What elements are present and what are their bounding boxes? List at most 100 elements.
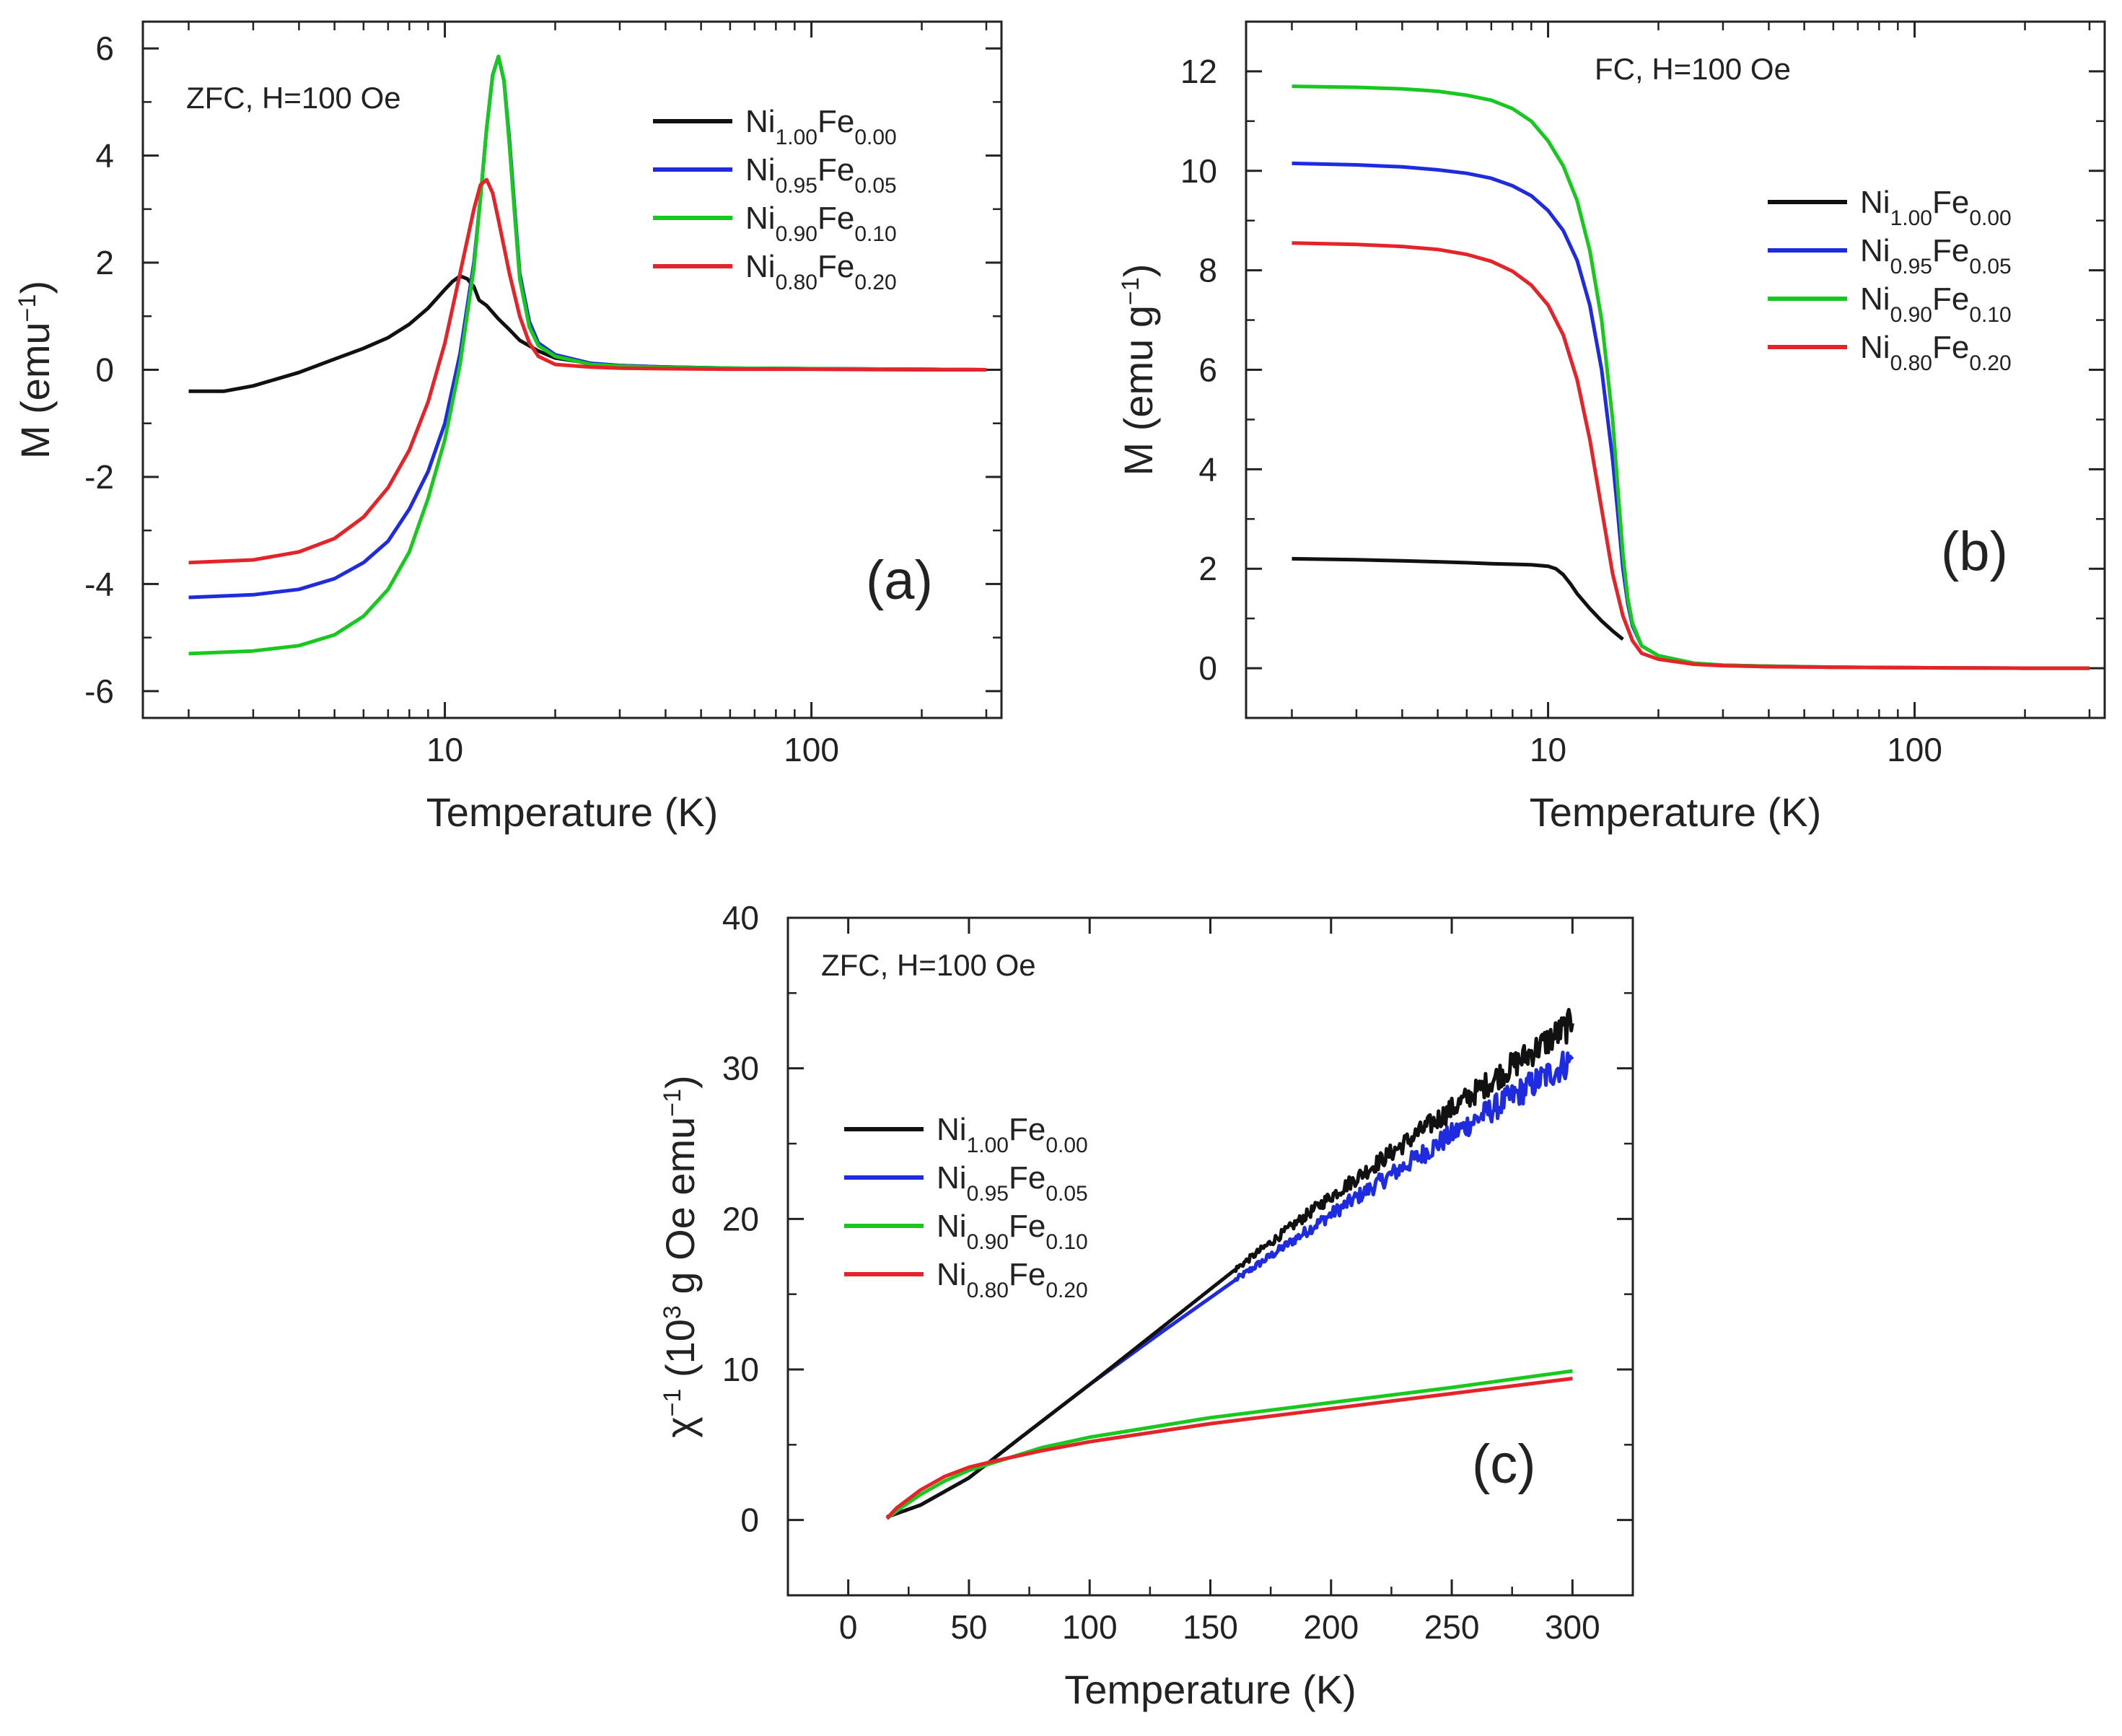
legend-sub-ni: 1.00 [776,126,817,149]
annotation-text: ZFC, H=100 Oe [821,948,1036,982]
legend-element-ni: Ni [937,1257,967,1292]
y-label-close: ) [12,281,58,294]
y-tick-label: 2 [95,244,114,281]
y-label-sup: −1 [1117,277,1144,305]
legend-entry: Ni1.00Fe0.00 [937,1112,1088,1157]
x-tick-label: 100 [1062,1608,1118,1646]
legend-sub-ni: 0.80 [1890,351,1932,375]
legend-element-ni: Ni [937,1160,967,1196]
y-tick-label: 12 [1180,53,1217,90]
legend-sub-ni: 0.95 [1890,255,1932,279]
y-tick-label: 4 [1198,450,1217,488]
y-tick-label: 8 [1198,252,1217,289]
y-label-sup: −1 [14,294,41,323]
x-tick-label: 10 [1530,731,1566,768]
annotation-text: FC, H=100 Oe [1595,52,1791,86]
y-tick-label: -2 [84,458,114,496]
legend-entry: Ni1.00Fe0.00 [745,104,897,149]
y-label-main: M (emu g [1115,305,1161,476]
y-axis-label: χ−1 (103 g Oe emu−1) [657,1075,703,1437]
legend-element-ni: Ni [745,152,776,188]
y-label-mid: g Oe emu [657,1117,703,1305]
legend-element-fe: Fe [1932,185,1969,220]
x-axis-label: Temperature (K) [426,789,719,835]
legend-element-ni: Ni [1860,185,1890,220]
legend-element-fe: Fe [817,104,854,139]
y-tick-label: 20 [722,1200,759,1237]
legend: Ni1.00Fe0.00Ni0.95Fe0.05Ni0.90Fe0.10Ni0.… [653,104,897,294]
legend-element-ni: Ni [1860,281,1890,317]
panel-label: (b) [1941,521,2008,582]
legend-element-ni: Ni [937,1112,967,1147]
legend-sub-fe: 0.00 [1045,1134,1087,1157]
x-tick-label: 100 [784,731,839,768]
panel-a-chart: 10 100 6 4 2 0 -2 -4 -6 Temperature (K) M (emu−1) Z… [12,20,1003,835]
legend-sub-fe: 0.05 [854,174,896,198]
y-tick-label: 10 [1180,152,1217,190]
legend-sub-ni: 0.90 [967,1230,1009,1254]
legend-entry: Ni0.80Fe0.20 [745,249,897,294]
x-axis-label: Temperature (K) [1064,1667,1356,1712]
x-tick-label: 200 [1303,1608,1359,1646]
legend-sub-ni: 1.00 [1890,206,1932,230]
legend-element-ni: Ni [745,201,776,236]
y-label-sup: −1 [659,1089,686,1117]
legend-element-fe: Fe [1009,1257,1045,1292]
legend-sub-ni: 0.95 [776,174,817,198]
y-tick-label: 0 [1198,649,1217,687]
legend-sub-ni: 0.90 [1890,303,1932,327]
legend-sub-ni: 0.80 [776,271,817,294]
legend-entry: Ni0.80Fe0.20 [1860,330,2012,375]
legend-entry: Ni0.95Fe0.05 [937,1160,1088,1206]
legend-sub-ni: 0.95 [967,1182,1009,1206]
y-tick-label: 30 [722,1050,759,1087]
series-line-1.00 [1292,556,1624,641]
legend-entry: Ni0.90Fe0.10 [745,201,897,246]
y-label-close: ) [1115,264,1161,278]
legend-entry: Ni0.95Fe0.05 [745,152,897,198]
legend-sub-fe: 0.10 [854,222,896,246]
legend: Ni1.00Fe0.00Ni0.95Fe0.05Ni0.90Fe0.10Ni0.… [844,1112,1088,1302]
y-tick-label: 0 [95,351,114,389]
legend-element-fe: Fe [1932,281,1969,317]
legend-entry: Ni0.90Fe0.10 [1860,281,2012,327]
y-tick-label: 6 [1198,351,1217,389]
legend-sub-ni: 0.90 [776,222,817,246]
legend-entry: Ni0.90Fe0.10 [937,1209,1088,1254]
panel-label: (c) [1472,1434,1536,1495]
series-line-1.00 [886,1007,1574,1519]
y-axis-label: M (emu g−1) [1115,264,1161,476]
legend: Ni1.00Fe0.00Ni0.95Fe0.05Ni0.90Fe0.10Ni0.… [1768,185,2012,375]
x-tick-label: 100 [1887,731,1942,768]
legend-sub-fe: 0.20 [1969,351,2011,375]
legend-element-ni: Ni [937,1209,967,1244]
legend-element-ni: Ni [745,249,776,284]
legend-sub-ni: 1.00 [967,1134,1009,1157]
y-axis-label: M (emu−1) [12,281,58,459]
series-line-0.80 [188,177,986,565]
y-label-chi: χ [657,1416,703,1437]
legend-element-fe: Fe [1009,1160,1045,1196]
y-label-open: (10 [657,1319,703,1389]
legend-sub-fe: 0.00 [854,126,896,149]
y-label-close: ) [657,1075,703,1089]
legend-element-fe: Fe [817,201,854,236]
legend-element-ni: Ni [1860,330,1890,365]
y-label-chi-sup: −1 [659,1389,686,1417]
x-tick-label: 0 [839,1608,858,1646]
legend-sub-fe: 0.20 [854,271,896,294]
y-label-main: M (emu [12,322,58,459]
series-line-0.95 [1292,161,2090,670]
y-tick-label: 4 [95,137,114,175]
legend-element-fe: Fe [1009,1112,1045,1147]
y-tick-label: -6 [84,672,114,710]
annotation-text: ZFC, H=100 Oe [186,81,401,115]
x-tick-label: 10 [426,731,463,768]
legend-element-fe: Fe [817,249,854,284]
legend-element-ni: Ni [1860,233,1890,268]
series-line-0.80 [885,1377,1573,1520]
y-tick-label: -4 [84,565,114,602]
legend-sub-fe: 0.05 [1045,1182,1087,1206]
legend-sub-fe: 0.00 [1969,206,2011,230]
